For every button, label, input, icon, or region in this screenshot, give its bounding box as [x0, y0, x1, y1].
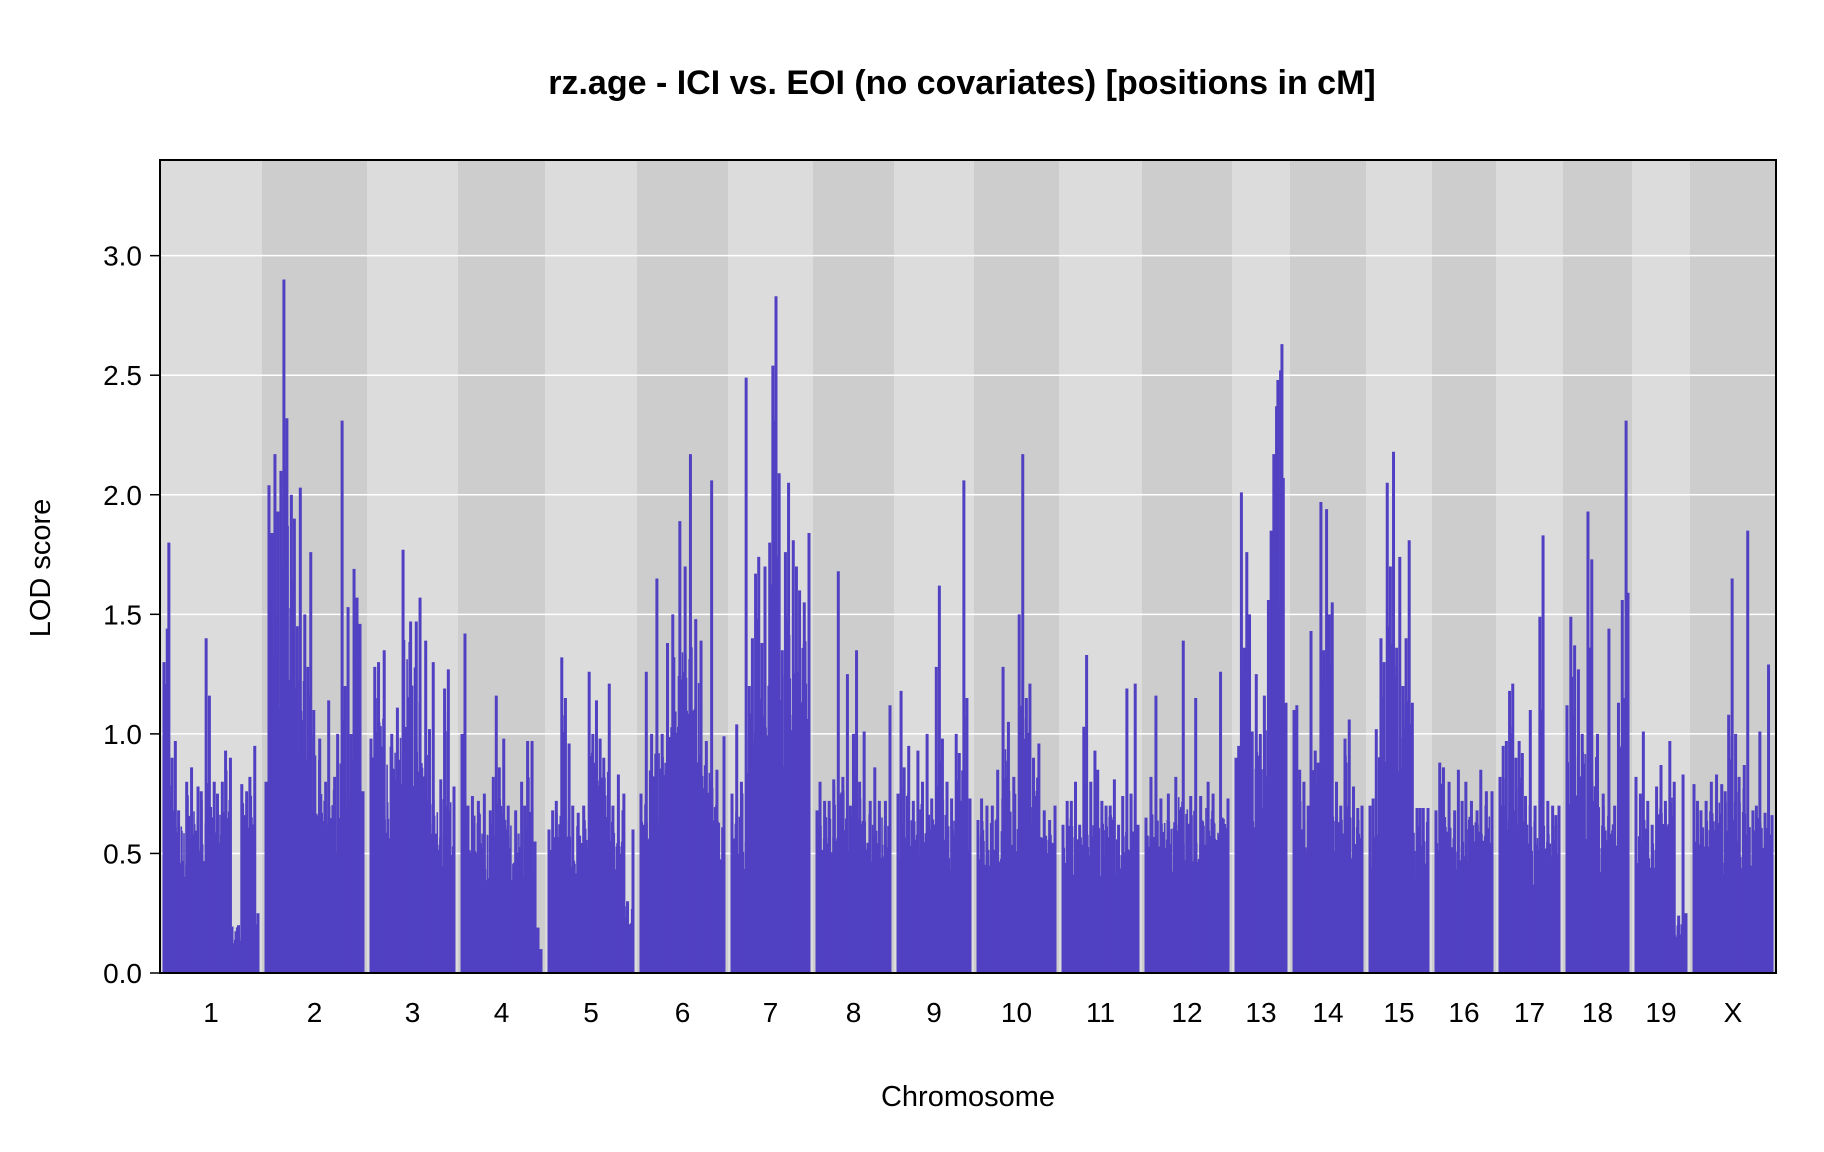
x-tick-label-3: 3 — [405, 997, 421, 1028]
plot-frame — [159, 159, 1777, 974]
y-tick-label: 2.5 — [103, 360, 142, 391]
chart-title: rz.age - ICI vs. EOI (no covariates) [po… — [548, 64, 1376, 102]
x-tick-label-9: 9 — [926, 997, 942, 1028]
x-tick-label-X: X — [1724, 997, 1743, 1028]
x-tick-label-5: 5 — [583, 997, 599, 1028]
x-tick-label-14: 14 — [1312, 997, 1343, 1028]
x-tick-label-15: 15 — [1383, 997, 1414, 1028]
y-tick-label: 1.0 — [103, 719, 142, 750]
x-tick-label-2: 2 — [307, 997, 323, 1028]
lod-series — [162, 279, 1774, 973]
x-axis-label: Chromosome — [881, 1081, 1055, 1113]
x-tick-label-19: 19 — [1645, 997, 1676, 1028]
x-axis-ticks: 1 2 3 4 5 6 7 8 9 10 11 12 13 14 15 16 17 18 19 X — [203, 997, 1742, 1028]
x-tick-label-4: 4 — [494, 997, 510, 1028]
x-tick-label-11: 11 — [1086, 997, 1115, 1028]
y-tick-label: 0.5 — [103, 838, 142, 869]
y-tick-label: 3.0 — [103, 241, 142, 272]
y-axis-ticks: 0.0 0.5 1.0 1.5 2.0 2.5 3.0 — [103, 241, 160, 989]
y-tick-label: 0.0 — [103, 958, 142, 989]
x-tick-label-18: 18 — [1582, 997, 1613, 1028]
y-tick-label: 1.5 — [103, 599, 142, 630]
x-tick-label-13: 13 — [1245, 997, 1276, 1028]
x-tick-label-8: 8 — [846, 997, 862, 1028]
y-tick-label: 2.0 — [103, 480, 142, 511]
x-tick-label-6: 6 — [675, 997, 691, 1028]
x-tick-label-12: 12 — [1171, 997, 1202, 1028]
y-axis-label: LOD score — [25, 499, 57, 638]
x-tick-label-10: 10 — [1001, 997, 1032, 1028]
x-tick-label-17: 17 — [1514, 997, 1545, 1028]
x-tick-label-16: 16 — [1448, 997, 1479, 1028]
x-tick-label-7: 7 — [763, 997, 779, 1028]
x-tick-label-1: 1 — [203, 997, 219, 1028]
